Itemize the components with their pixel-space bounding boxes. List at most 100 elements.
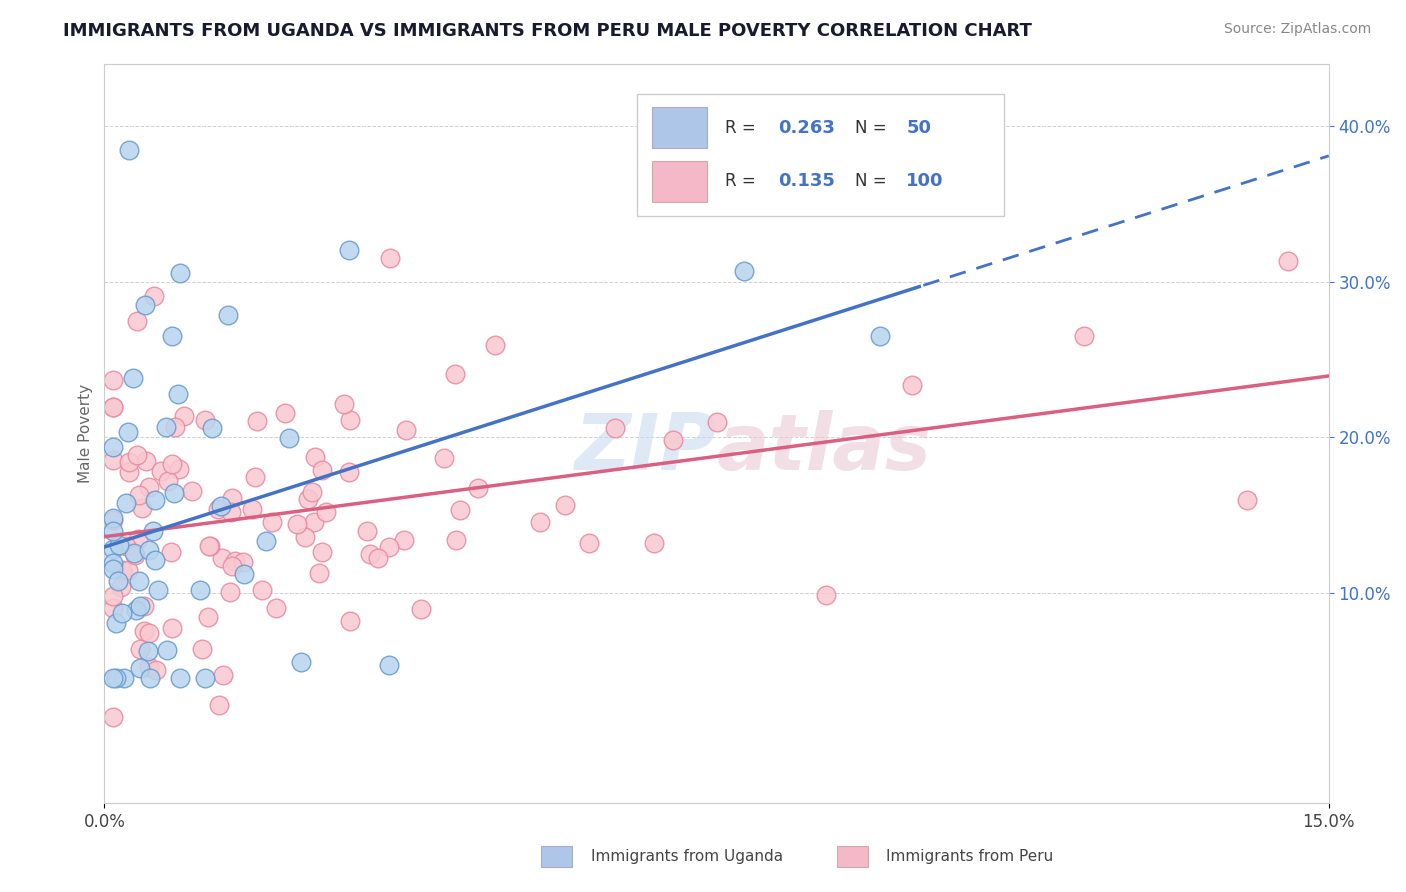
Point bbox=[169, 266, 191, 280]
Point bbox=[134, 298, 156, 312]
Point bbox=[224, 554, 246, 568]
Text: 100: 100 bbox=[907, 172, 943, 190]
Point bbox=[167, 386, 190, 401]
Point bbox=[156, 475, 179, 489]
Point bbox=[163, 485, 186, 500]
Text: Source: ZipAtlas.com: Source: ZipAtlas.com bbox=[1223, 22, 1371, 37]
Point bbox=[254, 534, 277, 549]
Point bbox=[125, 603, 148, 617]
Point bbox=[127, 313, 149, 327]
Point bbox=[869, 329, 891, 343]
Point bbox=[129, 599, 152, 613]
Point bbox=[101, 589, 124, 603]
Point bbox=[193, 412, 215, 426]
Point bbox=[339, 465, 361, 479]
Point bbox=[209, 500, 232, 514]
Point bbox=[101, 400, 124, 414]
Point bbox=[112, 672, 135, 686]
Point bbox=[219, 505, 242, 519]
Point bbox=[395, 423, 418, 437]
Point bbox=[138, 659, 160, 673]
Point bbox=[394, 533, 416, 548]
Point bbox=[128, 574, 150, 589]
Point bbox=[1236, 492, 1258, 507]
Point bbox=[339, 614, 361, 628]
Point bbox=[110, 580, 132, 594]
Point bbox=[124, 546, 146, 560]
Point bbox=[101, 513, 124, 527]
Point bbox=[117, 425, 139, 439]
Point bbox=[118, 455, 141, 469]
Point bbox=[304, 450, 326, 464]
Point bbox=[311, 545, 333, 559]
Point bbox=[409, 602, 432, 616]
Point bbox=[446, 533, 468, 547]
Point bbox=[240, 502, 263, 516]
Point bbox=[160, 621, 183, 635]
Point bbox=[124, 548, 146, 562]
Point bbox=[150, 464, 173, 478]
FancyBboxPatch shape bbox=[637, 94, 1004, 216]
Point bbox=[221, 491, 243, 506]
Point bbox=[290, 656, 312, 670]
Point bbox=[219, 585, 242, 599]
Point bbox=[207, 501, 229, 516]
Point bbox=[142, 524, 165, 538]
Point bbox=[136, 643, 159, 657]
Point bbox=[262, 515, 284, 529]
Point bbox=[337, 244, 360, 258]
Point bbox=[294, 530, 316, 544]
Point bbox=[444, 368, 467, 382]
Point bbox=[301, 484, 323, 499]
Point bbox=[114, 540, 136, 554]
Point bbox=[311, 463, 333, 477]
Point bbox=[101, 601, 124, 615]
Text: 50: 50 bbox=[907, 119, 931, 136]
Point bbox=[367, 551, 389, 566]
Point bbox=[145, 663, 167, 677]
Point bbox=[146, 583, 169, 598]
Point bbox=[194, 672, 217, 686]
Point bbox=[1277, 253, 1299, 268]
Point bbox=[143, 493, 166, 508]
Point bbox=[217, 308, 239, 322]
Point bbox=[128, 488, 150, 502]
Point bbox=[143, 288, 166, 302]
Text: Immigrants from Peru: Immigrants from Peru bbox=[886, 849, 1053, 863]
Point bbox=[274, 406, 297, 420]
Point bbox=[101, 511, 124, 525]
Point bbox=[554, 499, 576, 513]
Point bbox=[101, 710, 124, 724]
Point bbox=[197, 539, 219, 553]
Point bbox=[643, 535, 665, 549]
Bar bbox=[652, 161, 707, 202]
Point bbox=[378, 541, 401, 555]
Point bbox=[378, 252, 401, 266]
Point bbox=[901, 377, 924, 392]
Point bbox=[160, 329, 183, 343]
Point bbox=[118, 465, 141, 479]
Point bbox=[315, 505, 337, 519]
Point bbox=[163, 420, 186, 434]
Point bbox=[250, 583, 273, 598]
Point bbox=[108, 538, 131, 552]
Point bbox=[160, 544, 183, 558]
Text: R =: R = bbox=[725, 119, 761, 136]
Point bbox=[101, 441, 124, 455]
Text: IMMIGRANTS FROM UGANDA VS IMMIGRANTS FROM PERU MALE POVERTY CORRELATION CHART: IMMIGRANTS FROM UGANDA VS IMMIGRANTS FRO… bbox=[63, 22, 1032, 40]
Point bbox=[111, 563, 134, 577]
Point bbox=[101, 542, 124, 557]
Point bbox=[138, 625, 160, 640]
Point bbox=[278, 431, 301, 445]
Point bbox=[333, 397, 356, 411]
Text: Immigrants from Uganda: Immigrants from Uganda bbox=[591, 849, 783, 863]
Point bbox=[156, 642, 179, 657]
Point bbox=[173, 409, 195, 424]
Point bbox=[662, 433, 685, 447]
Point bbox=[101, 672, 124, 686]
Point bbox=[221, 558, 243, 573]
Point bbox=[339, 412, 361, 426]
Point bbox=[264, 600, 287, 615]
Point bbox=[139, 672, 162, 686]
Point bbox=[167, 462, 190, 476]
